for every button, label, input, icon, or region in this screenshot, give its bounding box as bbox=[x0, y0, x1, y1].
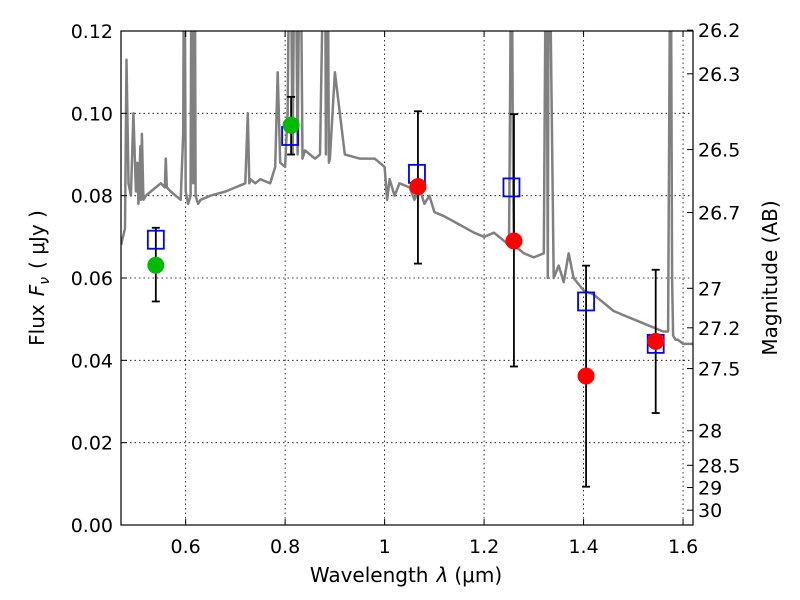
y-tick-label: 0.08 bbox=[71, 186, 113, 208]
y-tick-label: 0.10 bbox=[71, 103, 113, 125]
y2-tick-label: 26.2 bbox=[698, 20, 740, 42]
y-axis-title-unit: ( μJy ) bbox=[25, 210, 49, 269]
y2-tick-label: 30 bbox=[698, 500, 722, 522]
x-axis-title-prefix: Wavelength bbox=[310, 563, 429, 587]
y2-tick-label: 29 bbox=[698, 478, 722, 500]
y-tick-label: 0.06 bbox=[71, 268, 113, 290]
y-tick-label: 0.04 bbox=[71, 350, 113, 372]
y-tick-label: 0.02 bbox=[71, 433, 113, 455]
y-tick-label: 0.12 bbox=[71, 21, 113, 43]
y2-tick-label: 27.2 bbox=[698, 318, 740, 340]
model-spectrum bbox=[121, 31, 693, 346]
model-square-marker bbox=[146, 229, 165, 250]
y2-tick-label: 26.7 bbox=[698, 203, 740, 225]
observed-infrared-point bbox=[577, 367, 595, 385]
y2-tick-label: 28 bbox=[698, 421, 722, 443]
observed-infrared-point bbox=[647, 332, 665, 350]
x-tick-label: 1.2 bbox=[469, 536, 499, 558]
x-tick-label: 1 bbox=[379, 536, 391, 558]
y2-tick-label: 27.5 bbox=[698, 359, 740, 381]
y-axis-title-subscript: ν bbox=[37, 277, 53, 285]
x-axis-title-unit: (μm) bbox=[454, 563, 502, 587]
observed-infrared-point bbox=[505, 232, 523, 250]
y2-axis-title: Magnitude (AB) bbox=[758, 200, 782, 355]
grid-layer bbox=[121, 30, 693, 526]
y2-tick-label: 28.5 bbox=[698, 455, 740, 477]
data-layer bbox=[146, 95, 665, 488]
tick-layer: 0.6 0.8 1 1.2 1.4 1.6 0.00 0.02 0.04 0.06 0.08 0.10… bbox=[71, 20, 741, 558]
model-square-marker bbox=[577, 291, 595, 312]
model-spectrum-line bbox=[121, 31, 693, 346]
y-tick-label: 0.00 bbox=[71, 515, 113, 537]
x-tick-label: 0.6 bbox=[171, 536, 201, 558]
x-tick-label: 0.8 bbox=[270, 536, 300, 558]
x-axis-title-symbol: λ bbox=[436, 563, 449, 587]
observed-optical-point bbox=[282, 116, 300, 134]
y-axis-title-symbol: F bbox=[25, 284, 49, 296]
x-axis-title: Wavelength λ (μm) bbox=[310, 563, 502, 587]
y-axis-title: Flux Fν ( μJy ) bbox=[25, 210, 53, 346]
y2-tick-label: 26.5 bbox=[698, 140, 740, 162]
observed-infrared-point bbox=[409, 178, 427, 196]
y-axis-title-prefix: Flux bbox=[25, 304, 49, 346]
y2-tick-label: 26.3 bbox=[698, 64, 740, 86]
y2-tick-label: 27 bbox=[698, 278, 722, 300]
x-tick-label: 1.4 bbox=[568, 536, 598, 558]
observed-optical-point bbox=[147, 256, 165, 274]
x-tick-label: 1.6 bbox=[668, 536, 698, 558]
model-square-marker bbox=[502, 177, 521, 198]
